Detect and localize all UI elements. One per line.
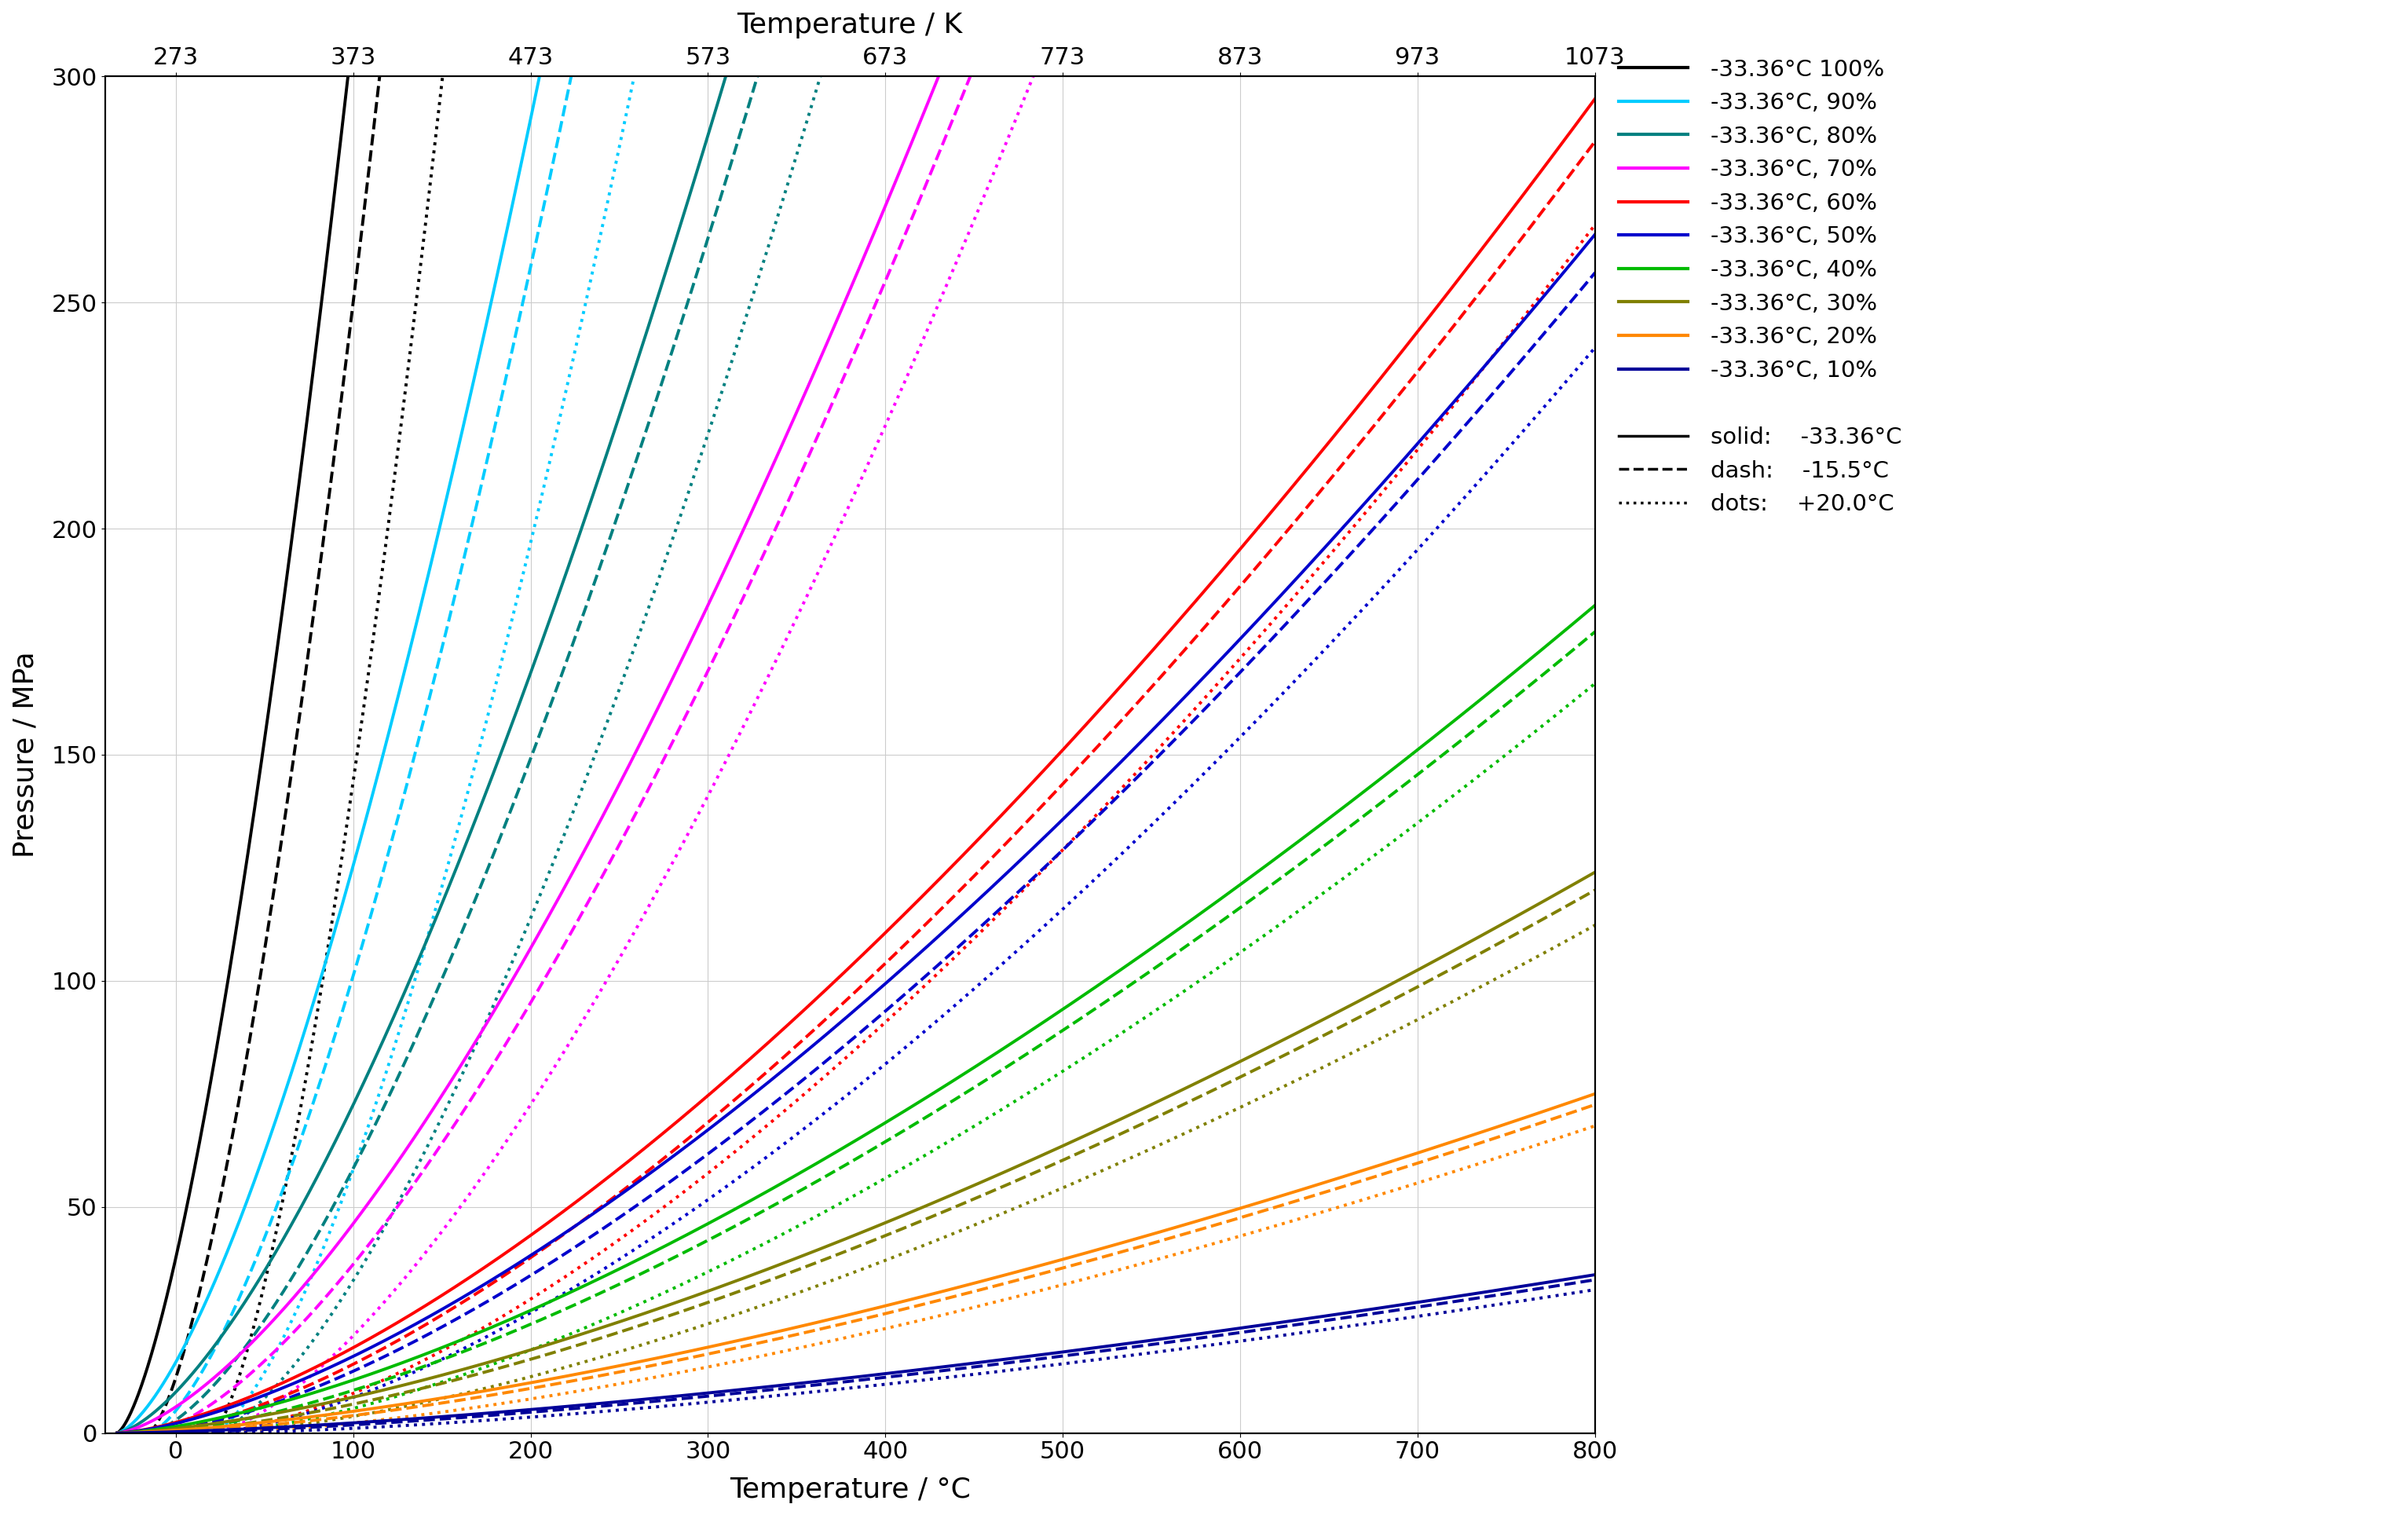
Legend: -33.36°C 100%, -33.36°C, 90%, -33.36°C, 80%, -33.36°C, 70%, -33.36°C, 60%, -33.3: -33.36°C 100%, -33.36°C, 90%, -33.36°C, … xyxy=(1609,50,1912,524)
Y-axis label: Pressure / MPa: Pressure / MPa xyxy=(12,651,39,857)
X-axis label: Temperature / K: Temperature / K xyxy=(737,12,963,38)
X-axis label: Temperature / °C: Temperature / °C xyxy=(730,1477,970,1503)
